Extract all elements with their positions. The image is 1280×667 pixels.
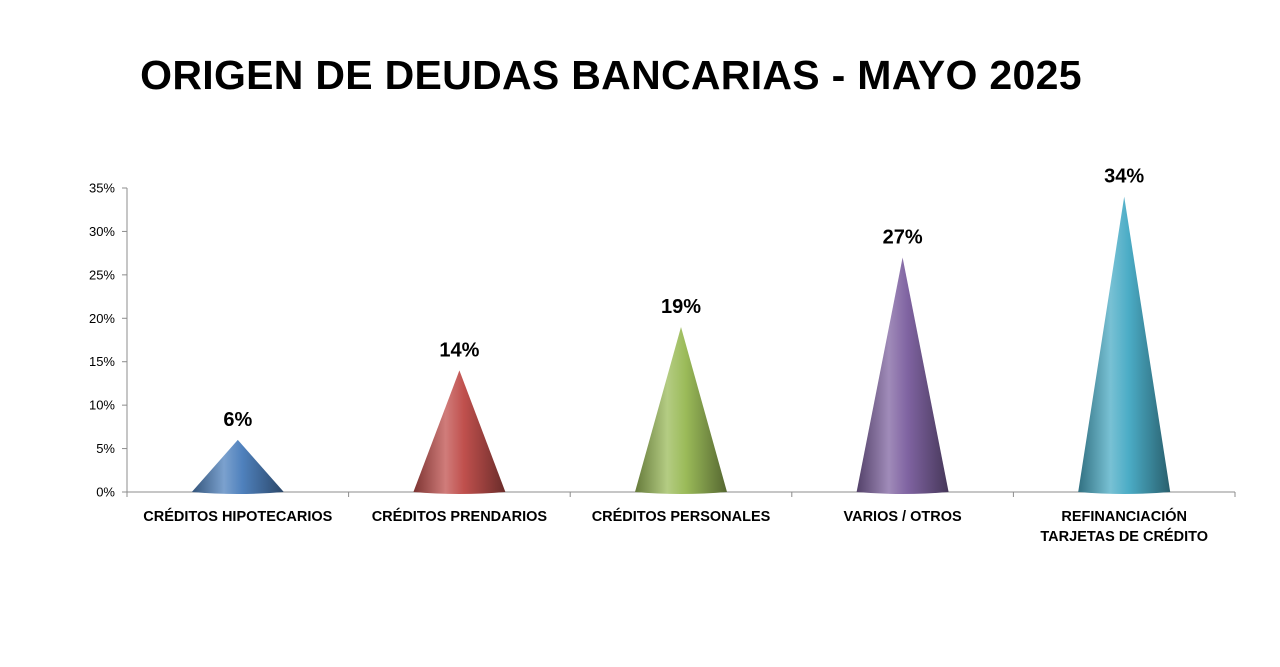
data-label: 27%	[883, 226, 923, 248]
cone-bar	[191, 439, 284, 494]
cone-bar	[413, 370, 506, 494]
cone-marks	[191, 196, 1171, 494]
y-tick-label: 5%	[96, 441, 115, 456]
cone-bar	[635, 326, 727, 494]
category-label: REFINANCIACIÓN	[1061, 507, 1187, 525]
y-tick-label: 10%	[89, 398, 115, 413]
data-label: 19%	[661, 296, 701, 318]
y-tick-label: 30%	[89, 224, 115, 239]
y-tick-label: 15%	[89, 354, 115, 369]
cone-bar	[1078, 196, 1171, 494]
y-tick-label: 0%	[96, 485, 115, 500]
y-tick-label: 25%	[89, 267, 115, 282]
chart-title: ORIGEN DE DEUDAS BANCARIAS - MAYO 2025	[140, 52, 1082, 98]
y-tick-label: 20%	[89, 311, 115, 326]
category-label: CRÉDITOS PERSONALES	[592, 508, 771, 525]
data-label: 14%	[439, 339, 479, 361]
category-label: VARIOS / OTROS	[844, 509, 962, 525]
data-label: 34%	[1104, 166, 1144, 188]
category-label: CRÉDITOS PRENDARIOS	[372, 508, 548, 525]
category-label: TARJETAS DE CRÉDITO	[1040, 528, 1208, 545]
labels: 0% 5% 10% 15% 20% 25% 30% 35% 6% CRÉDITOS HIPOTEC…	[89, 166, 1208, 545]
category-label: CRÉDITOS HIPOTECARIOS	[143, 508, 332, 525]
data-label: 6%	[223, 409, 252, 431]
y-tick-label: 35%	[89, 181, 115, 196]
cone-bar	[856, 257, 949, 494]
